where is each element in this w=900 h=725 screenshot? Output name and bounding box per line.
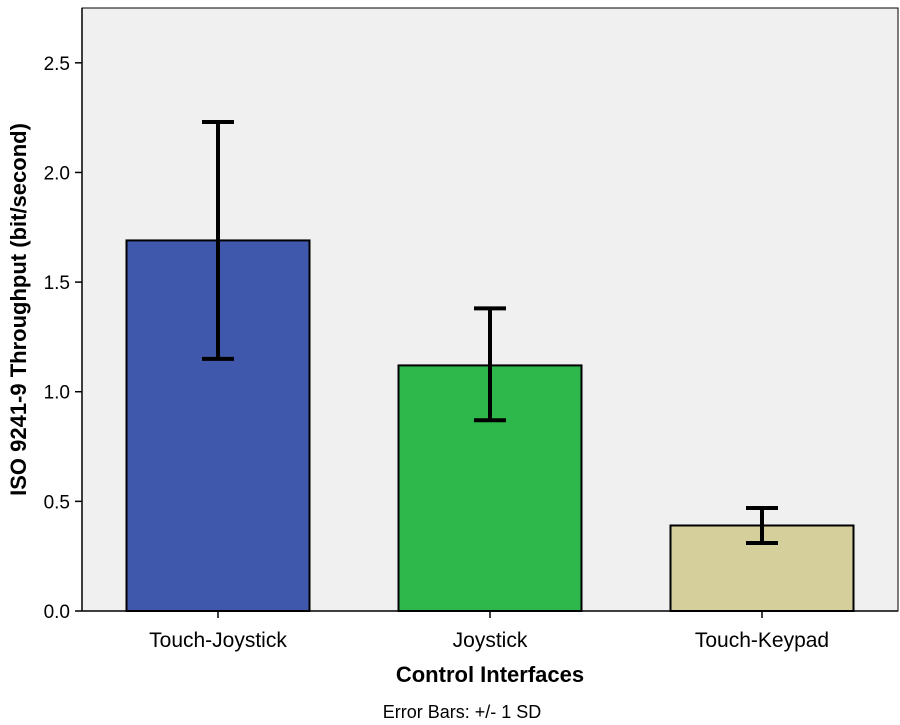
y-tick-label: 1.0 (44, 383, 70, 404)
x-axis: Touch-Joystick Joystick Touch-Keypad (82, 610, 898, 652)
y-tick-label: 0.0 (44, 602, 70, 623)
x-tick-label: Touch-Keypad (695, 629, 829, 652)
y-axis: 0.0 0.5 1.0 1.5 2.0 2.5 (44, 8, 83, 623)
y-tick-label: 1.5 (44, 273, 70, 294)
y-tick-label: 2.0 (44, 163, 70, 184)
error-bars-group (202, 120, 778, 546)
y-axis-title: ISO 9241-9 Throughput (bit/second) (6, 123, 31, 496)
error-bars-footnote: Error Bars: +/- 1 SD (383, 702, 542, 722)
x-tick-label: Touch-Joystick (149, 629, 287, 652)
y-tick-label: 2.5 (44, 54, 70, 75)
x-axis-title: Control Interfaces (396, 662, 584, 687)
y-tick-label: 0.5 (44, 492, 70, 513)
x-tick-label: Joystick (453, 629, 528, 652)
